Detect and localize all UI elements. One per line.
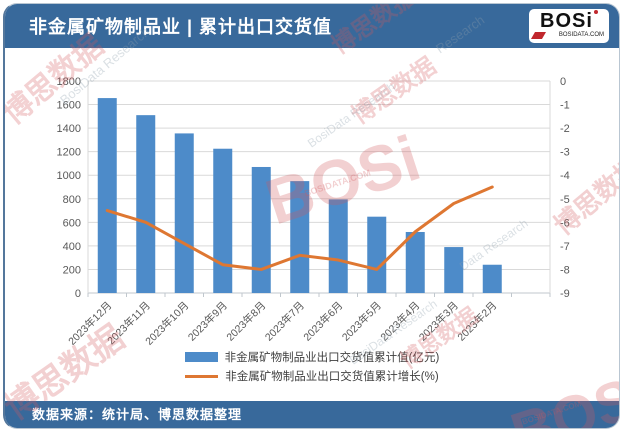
legend-bar-swatch-icon [184, 352, 218, 362]
legend-item-line-series: 非金属矿物制品业出口交货值累计增长(%) [185, 368, 439, 384]
svg-text:-7: -7 [560, 241, 570, 253]
svg-text:1400: 1400 [57, 123, 81, 135]
svg-text:0: 0 [560, 76, 566, 88]
legend-line-swatch-icon [185, 374, 219, 378]
legend-bar-label: 非金属矿物制品业出口交货值累计值(亿元) [224, 352, 440, 364]
svg-text:200: 200 [63, 264, 81, 276]
bosi-logo: BOSi BOSIDATA.COM [529, 9, 609, 43]
chart-legend: 非金属矿物制品业出口交货值累计值(亿元) 非金属矿物制品业出口交货值累计增长(%… [5, 349, 619, 384]
chart-area: 0 200 400 600 800 1000 1200 1400 1600 1800 0 -1 -2 -3… [5, 48, 619, 401]
legend-line-label: 非金属矿物制品业出口交货值累计增长(%) [225, 371, 439, 383]
svg-text:-5: -5 [560, 194, 570, 206]
svg-text:2023年8月: 2023年8月 [224, 299, 269, 344]
svg-text:800: 800 [63, 194, 81, 206]
page-title: 非金属矿物制品业 | 累计出口交货值 [29, 17, 333, 37]
svg-text:-4: -4 [560, 170, 570, 182]
logo-text: BOSi [534, 10, 604, 32]
svg-text:-3: -3 [560, 147, 570, 159]
svg-text:0: 0 [75, 288, 81, 300]
svg-text:400: 400 [63, 241, 81, 253]
svg-text:2023年9月: 2023年9月 [185, 299, 230, 344]
svg-text:2023年6月: 2023年6月 [301, 299, 346, 344]
chart-card: 非金属矿物制品业 | 累计出口交货值 BOSi BOSIDATA.COM 0 20… [3, 3, 620, 429]
svg-text:2023年4月: 2023年4月 [378, 299, 423, 344]
footer-bar: 数据来源：统计局、博思数据整理 [5, 401, 619, 428]
svg-text:2023年3月: 2023年3月 [416, 299, 461, 344]
svg-text:-2: -2 [560, 123, 570, 135]
svg-text:1200: 1200 [57, 147, 81, 159]
data-source-text: 数据来源：统计局、博思数据整理 [32, 407, 243, 422]
svg-text:600: 600 [63, 217, 81, 229]
svg-text:1800: 1800 [57, 76, 81, 88]
svg-text:-9: -9 [560, 288, 570, 300]
svg-text:1000: 1000 [57, 170, 81, 182]
svg-text:2023年5月: 2023年5月 [339, 299, 384, 344]
svg-text:-6: -6 [560, 217, 570, 229]
logo-subtext: BOSIDATA.COM [558, 32, 604, 38]
svg-text:-1: -1 [560, 100, 570, 112]
svg-text:2023年2月: 2023年2月 [455, 299, 500, 344]
combo-chart-svg: 0 200 400 600 800 1000 1200 1400 1600 1800 0 -1 -2 -3… [57, 76, 570, 348]
svg-text:1600: 1600 [57, 100, 81, 112]
header-bar: 非金属矿物制品业 | 累计出口交货值 BOSi BOSIDATA.COM [5, 4, 619, 48]
legend-item-bar-series: 非金属矿物制品业出口交货值累计值(亿元) [184, 349, 440, 365]
svg-text:-8: -8 [560, 264, 570, 276]
svg-text:2023年7月: 2023年7月 [262, 299, 307, 344]
